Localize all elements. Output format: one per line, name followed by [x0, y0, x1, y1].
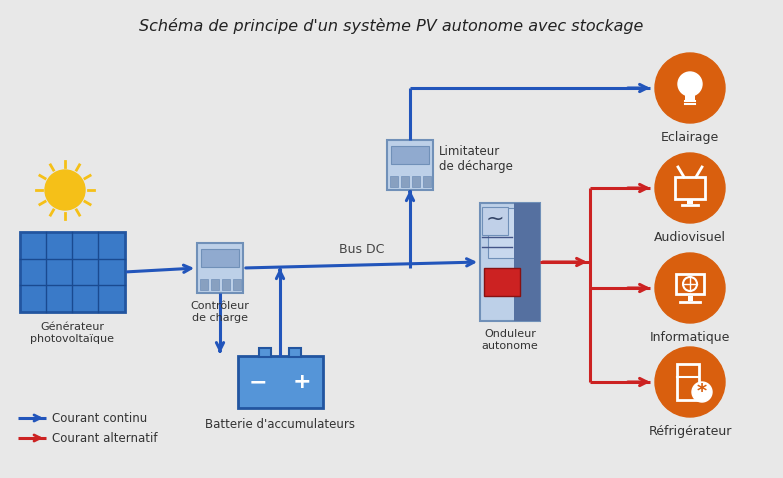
Circle shape: [655, 253, 725, 323]
FancyBboxPatch shape: [401, 175, 409, 186]
Text: Onduleur
autonome: Onduleur autonome: [482, 329, 539, 350]
FancyBboxPatch shape: [391, 146, 429, 164]
Circle shape: [678, 72, 702, 96]
FancyBboxPatch shape: [233, 279, 241, 290]
FancyBboxPatch shape: [480, 203, 540, 321]
Text: Courant alternatif: Courant alternatif: [52, 432, 157, 445]
FancyBboxPatch shape: [687, 295, 692, 301]
FancyBboxPatch shape: [687, 200, 693, 204]
FancyBboxPatch shape: [423, 175, 431, 186]
Circle shape: [655, 153, 725, 223]
FancyBboxPatch shape: [222, 279, 230, 290]
Circle shape: [692, 382, 712, 402]
FancyBboxPatch shape: [514, 203, 540, 321]
FancyBboxPatch shape: [200, 279, 208, 290]
Circle shape: [655, 53, 725, 123]
Text: *: *: [697, 382, 707, 402]
Text: Réfrigérateur: Réfrigérateur: [648, 425, 731, 438]
Text: Eclairage: Eclairage: [661, 131, 719, 144]
FancyBboxPatch shape: [677, 364, 699, 400]
Text: Audiovisuel: Audiovisuel: [654, 231, 726, 244]
Text: Limitateur
de décharge: Limitateur de décharge: [439, 145, 513, 173]
FancyBboxPatch shape: [676, 274, 704, 294]
FancyBboxPatch shape: [289, 348, 301, 357]
Text: Contrôleur
de charge: Contrôleur de charge: [190, 301, 250, 323]
FancyBboxPatch shape: [197, 243, 243, 293]
Text: Batterie d'accumulateurs: Batterie d'accumulateurs: [205, 418, 355, 431]
FancyBboxPatch shape: [390, 175, 398, 186]
Circle shape: [655, 347, 725, 417]
Text: Générateur
photovoltaïque: Générateur photovoltaïque: [30, 322, 114, 344]
FancyBboxPatch shape: [685, 95, 695, 101]
FancyBboxPatch shape: [675, 177, 705, 199]
Text: +: +: [293, 372, 312, 392]
FancyBboxPatch shape: [201, 249, 239, 267]
Text: ~: ~: [486, 209, 504, 229]
FancyBboxPatch shape: [20, 232, 124, 312]
FancyBboxPatch shape: [387, 140, 433, 190]
FancyBboxPatch shape: [259, 348, 271, 357]
FancyBboxPatch shape: [482, 207, 508, 235]
FancyBboxPatch shape: [211, 279, 219, 290]
Text: −: −: [249, 372, 267, 392]
Text: Courant continu: Courant continu: [52, 412, 147, 424]
FancyBboxPatch shape: [237, 356, 323, 408]
FancyBboxPatch shape: [412, 175, 420, 186]
FancyBboxPatch shape: [488, 208, 516, 258]
Circle shape: [45, 170, 85, 210]
Text: Schéma de principe d'un système PV autonome avec stockage: Schéma de principe d'un système PV auton…: [139, 18, 643, 34]
Text: Bus DC: Bus DC: [339, 243, 384, 256]
FancyBboxPatch shape: [484, 268, 520, 296]
Text: Informatique: Informatique: [650, 331, 731, 344]
